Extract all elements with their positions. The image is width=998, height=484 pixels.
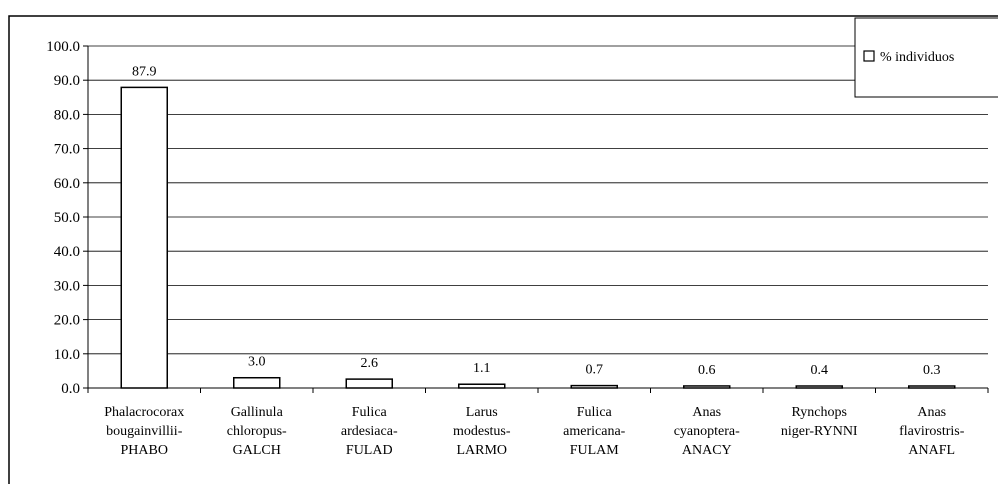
x-tick-label: ANAFL	[908, 443, 955, 458]
bars	[120, 86, 956, 389]
bar	[570, 384, 618, 389]
y-tick-label: 50.0	[54, 210, 80, 226]
x-tick-label: americana-	[563, 424, 626, 439]
y-tick-label: 100.0	[46, 39, 80, 55]
legend-label: % individuos	[880, 50, 954, 65]
bar	[908, 385, 956, 389]
y-tick-label: 90.0	[54, 73, 80, 89]
data-label: 0.6	[698, 363, 716, 378]
bar	[458, 383, 506, 389]
data-label: 1.1	[473, 361, 491, 376]
x-axis-labels: Phalacrocorax bougainvillii- PHABO Gallinul…	[104, 405, 965, 458]
bar	[795, 385, 843, 389]
x-tick-label: modestus-	[453, 424, 511, 439]
y-tick-label: 10.0	[54, 347, 80, 363]
data-labels: 87.9 3.0 2.6 1.1 0.7 0.6 0.4 0.3	[132, 64, 941, 378]
bar	[345, 378, 393, 389]
x-tick-label: GALCH	[233, 443, 281, 458]
data-label: 0.4	[811, 363, 829, 378]
x-tick-label: Fulica	[352, 405, 388, 420]
x-tick-label: ardesiaca-	[341, 424, 398, 439]
x-tick-label: FULAM	[570, 443, 620, 458]
bar	[233, 376, 281, 389]
x-tick-label: niger-RYNNI	[781, 424, 858, 439]
x-tick-label: Larus	[466, 405, 498, 420]
x-tick-label: flavirostris-	[899, 424, 965, 439]
x-tick-label: PHABO	[121, 443, 168, 458]
x-tick-label: chloropus-	[227, 424, 287, 439]
data-label: 0.3	[923, 363, 941, 378]
data-label: 0.7	[586, 363, 604, 378]
data-label: 2.6	[361, 356, 379, 371]
chart-frame	[8, 15, 998, 484]
y-tick-label: 70.0	[54, 142, 80, 158]
x-tick-label: Fulica	[577, 405, 613, 420]
x-tick-label: cyanoptera-	[674, 424, 740, 439]
x-tick-label: FULAD	[346, 443, 393, 458]
legend-box	[854, 17, 998, 98]
y-tick-label: 0.0	[61, 381, 80, 397]
y-tick-label: 20.0	[54, 313, 80, 329]
y-tick-label: 80.0	[54, 107, 80, 123]
bar	[683, 385, 731, 389]
x-tick-label: Anas	[917, 405, 946, 420]
y-tick-label: 30.0	[54, 278, 80, 294]
x-tick-label: Gallinula	[231, 405, 284, 420]
x-tick-label: bougainvillii-	[106, 424, 183, 439]
y-tick-label: 40.0	[54, 244, 80, 260]
x-tick-label: Anas	[692, 405, 721, 420]
legend-swatch	[863, 50, 875, 62]
data-label: 87.9	[132, 64, 157, 79]
x-tick-label: Rynchops	[792, 405, 847, 420]
legend: % individuos	[854, 17, 998, 98]
x-tick-label: Phalacrocorax	[104, 405, 184, 420]
x-tick-label: ANACY	[682, 443, 732, 458]
x-tick-label: LARMO	[456, 443, 507, 458]
bar	[120, 86, 168, 389]
y-tick-label: 60.0	[54, 176, 80, 192]
data-label: 3.0	[248, 355, 266, 370]
